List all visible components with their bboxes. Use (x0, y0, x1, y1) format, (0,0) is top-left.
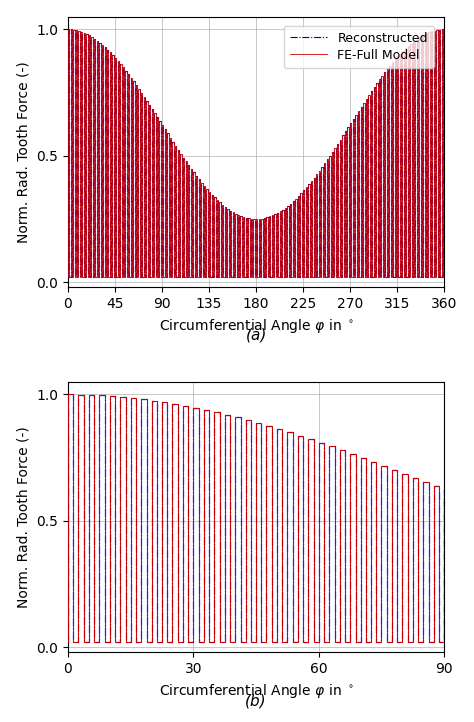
Reconstructed (170, 273, 175, 282)
Reconstructed (228, 638, 233, 647)
Reconstructed (384, 638, 390, 647)
Reconstructed (65, 638, 71, 647)
Reconstructed (65, 390, 71, 399)
FE-Full Model (111, 273, 117, 282)
FE-Full Model (327, 442, 332, 451)
FE-Full Model (65, 273, 71, 282)
Reconstructed (313, 273, 319, 282)
FE-Full Model (65, 638, 71, 647)
Reconstructed (65, 273, 71, 282)
FE-Full Model (65, 25, 71, 34)
Text: (b): (b) (245, 693, 267, 708)
FE-Full Model (441, 638, 447, 647)
Reconstructed (441, 273, 447, 282)
FE-Full Model (149, 396, 155, 405)
X-axis label: Circumferential Angle $\varphi$ in $^\circ$: Circumferential Angle $\varphi$ in $^\ci… (159, 316, 354, 334)
FE-Full Model (441, 273, 447, 282)
Reconstructed (149, 396, 155, 405)
FE-Full Model (170, 273, 175, 282)
Reconstructed (301, 273, 307, 282)
Reconstructed (149, 105, 155, 113)
X-axis label: Circumferential Angle $\varphi$ in $^\circ$: Circumferential Angle $\varphi$ in $^\ci… (159, 682, 354, 700)
Line: FE-Full Model: FE-Full Model (68, 394, 444, 643)
Reconstructed (65, 25, 71, 34)
Line: FE-Full Model: FE-Full Model (68, 30, 444, 277)
Text: (a): (a) (246, 328, 267, 343)
Reconstructed (327, 442, 332, 451)
Reconstructed (128, 638, 134, 647)
Legend: Reconstructed, FE-Full Model: Reconstructed, FE-Full Model (283, 25, 434, 68)
Reconstructed (111, 273, 117, 282)
FE-Full Model (384, 638, 390, 647)
Y-axis label: Norm. Rad. Tooth Force (-): Norm. Rad. Tooth Force (-) (17, 61, 31, 243)
FE-Full Model (65, 390, 71, 399)
FE-Full Model (313, 273, 319, 282)
FE-Full Model (128, 638, 134, 647)
Y-axis label: Norm. Rad. Tooth Force (-): Norm. Rad. Tooth Force (-) (17, 426, 31, 608)
Line: Reconstructed: Reconstructed (68, 394, 444, 643)
FE-Full Model (73, 273, 79, 282)
Reconstructed (441, 638, 447, 647)
FE-Full Model (149, 638, 155, 647)
Line: Reconstructed: Reconstructed (68, 30, 444, 277)
Reconstructed (73, 273, 79, 282)
FE-Full Model (149, 105, 155, 113)
Reconstructed (149, 638, 155, 647)
FE-Full Model (228, 638, 233, 647)
FE-Full Model (301, 273, 307, 282)
